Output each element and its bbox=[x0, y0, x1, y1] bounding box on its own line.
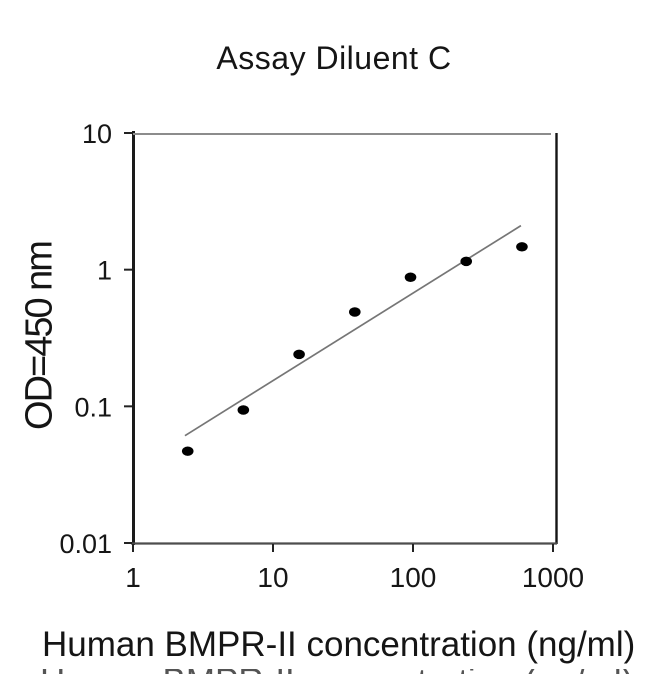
data-point bbox=[349, 307, 361, 317]
x-tick-label: 100 bbox=[390, 562, 437, 593]
cutoff-text-strip: Human BMPR-II concentration (ng/ml) bbox=[40, 669, 646, 674]
y-axis-label: OD=450 nm bbox=[18, 242, 61, 430]
data-point bbox=[181, 446, 194, 456]
y-tick-label: 1 bbox=[97, 256, 112, 286]
cutoff-text: Human BMPR-II concentration (ng/ml) bbox=[40, 669, 646, 674]
y-tick-label: 10 bbox=[82, 119, 112, 149]
data-point bbox=[460, 256, 473, 267]
y-tick-label: 0.1 bbox=[74, 392, 112, 422]
chart-title: Assay Diluent C bbox=[216, 40, 452, 76]
data-point bbox=[293, 349, 305, 360]
x-tick-label: 10 bbox=[257, 562, 288, 593]
data-point bbox=[516, 242, 528, 252]
data-point bbox=[404, 272, 417, 282]
data-point bbox=[237, 405, 250, 415]
fit-line bbox=[184, 224, 522, 437]
x-axis-label: Human BMPR-II concentration (ng/ml) bbox=[42, 625, 636, 664]
x-tick-label: 1 bbox=[125, 562, 141, 593]
y-tick-label: 0.01 bbox=[59, 529, 112, 559]
x-tick-label: 1000 bbox=[522, 562, 584, 593]
